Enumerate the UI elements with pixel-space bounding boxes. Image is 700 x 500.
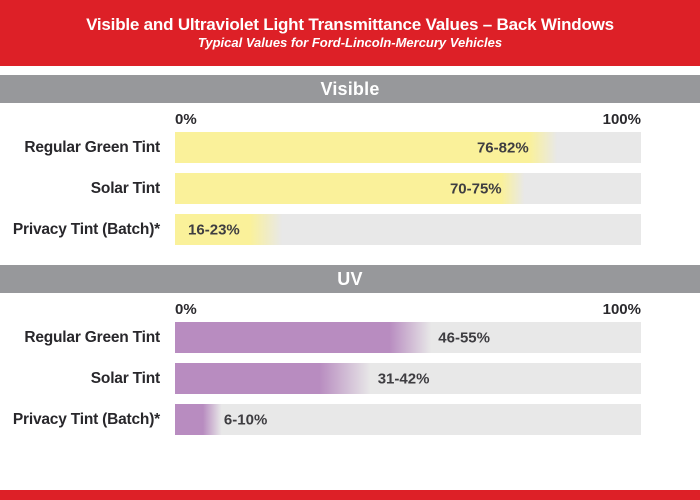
bar-value: 70-75% — [449, 180, 502, 197]
page-subtitle: Typical Values for Ford-Lincoln-Mercury … — [197, 35, 503, 51]
section-visible-header: Visible — [0, 75, 700, 103]
axis-row: 0% 100% — [175, 107, 641, 129]
axis-row: 0% 100% — [175, 297, 641, 319]
bar-track: 6-10% — [175, 404, 641, 435]
section-uv: UV 0% 100% Regular Green Tint 46-55% Solar… — [0, 265, 700, 435]
bar-row: Privacy Tint (Batch)* 6-10% — [0, 404, 700, 435]
bar-value: 76-82% — [476, 139, 529, 156]
bar-row: Privacy Tint (Batch)* 16-23% — [0, 214, 700, 245]
section-title: UV — [337, 268, 363, 289]
bar-track: 76-82% — [175, 132, 641, 163]
axis-max-label: 100% — [602, 301, 641, 318]
bar-value: 46-55% — [438, 329, 490, 346]
rows: Regular Green Tint 76-82% Solar Tint 70-75%… — [0, 132, 700, 245]
row-label: Solar Tint — [90, 369, 160, 387]
bar-value: 31-42% — [377, 370, 430, 387]
page-title-emphasis: Back Windows — [496, 14, 615, 34]
axis-min-label: 0% — [175, 301, 197, 318]
bar-row: Solar Tint 70-75% — [0, 173, 700, 204]
row-label: Privacy Tint (Batch)* — [12, 410, 160, 428]
rows: Regular Green Tint 46-55% Solar Tint 31-42%… — [0, 322, 700, 435]
bar-row: Regular Green Tint 46-55% — [0, 322, 700, 353]
bar-value: 6-10% — [223, 411, 268, 428]
bar-track: 70-75% — [175, 173, 641, 204]
row-label: Solar Tint — [90, 179, 160, 197]
row-label: Regular Green Tint — [24, 328, 160, 346]
bar-row: Regular Green Tint 76-82% — [0, 132, 700, 163]
bar-track: 16-23% — [175, 214, 641, 245]
bar-value: 16-23% — [188, 221, 240, 238]
axis-min-label: 0% — [175, 111, 197, 128]
bar-track: 31-42% — [175, 363, 641, 394]
row-label: Regular Green Tint — [24, 138, 160, 156]
page-title-main: Visible and Ultraviolet Light Transmitta… — [86, 14, 497, 34]
section-visible: Visible 0% 100% Regular Green Tint 76-82%… — [0, 75, 700, 245]
title-banner: Visible and Ultraviolet Light Transmitta… — [0, 0, 700, 66]
bar-row: Solar Tint 31-42% — [0, 363, 700, 394]
row-label: Privacy Tint (Batch)* — [12, 220, 160, 238]
section-title: Visible — [320, 78, 380, 99]
page-title: Visible and Ultraviolet Light Transmitta… — [86, 14, 614, 35]
section-uv-header: UV — [0, 265, 700, 293]
bar-track: 46-55% — [175, 322, 641, 353]
axis-max-label: 100% — [602, 111, 641, 128]
footer-red-strip — [0, 490, 700, 500]
